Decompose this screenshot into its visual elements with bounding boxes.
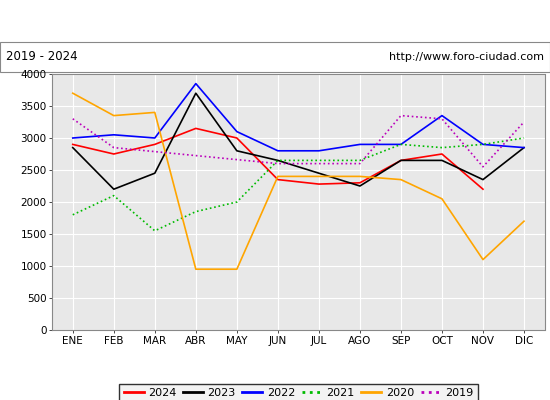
Legend: 2024, 2023, 2022, 2021, 2020, 2019: 2024, 2023, 2022, 2021, 2020, 2019 — [119, 384, 478, 400]
Text: Evolucion Nº Turistas Nacionales en el municipio de Marchena: Evolucion Nº Turistas Nacionales en el m… — [68, 14, 482, 28]
Text: 2019 - 2024: 2019 - 2024 — [6, 50, 77, 64]
Text: http://www.foro-ciudad.com: http://www.foro-ciudad.com — [389, 52, 544, 62]
